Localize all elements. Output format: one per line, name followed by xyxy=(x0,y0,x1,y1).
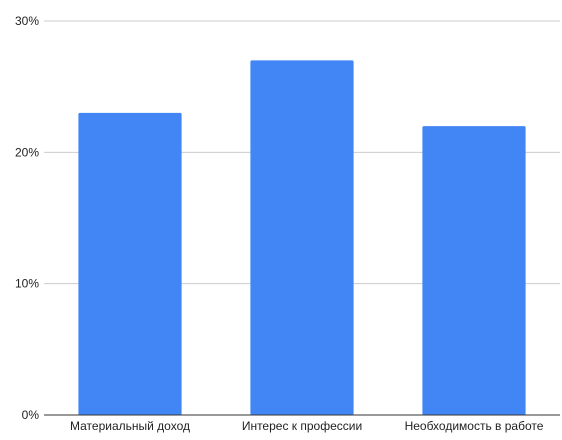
bar-1 xyxy=(250,60,354,416)
tick-labels: 0% 10% 20% 30% Материальный доход Интерес к п… xyxy=(15,14,544,433)
y-tick-label-10: 10% xyxy=(15,277,39,291)
bar-2 xyxy=(422,126,526,416)
y-tick-label-0: 0% xyxy=(22,408,40,422)
y-tick-label-20: 20% xyxy=(15,145,39,159)
bars xyxy=(78,60,526,416)
y-tick-label-30: 30% xyxy=(15,14,39,28)
x-tick-label-2: Необходимость в работе xyxy=(405,419,544,433)
x-tick-label-1: Интерес к профессии xyxy=(242,419,362,433)
bar-0 xyxy=(78,112,182,415)
x-tick-label-0: Материальный доход xyxy=(70,419,190,433)
